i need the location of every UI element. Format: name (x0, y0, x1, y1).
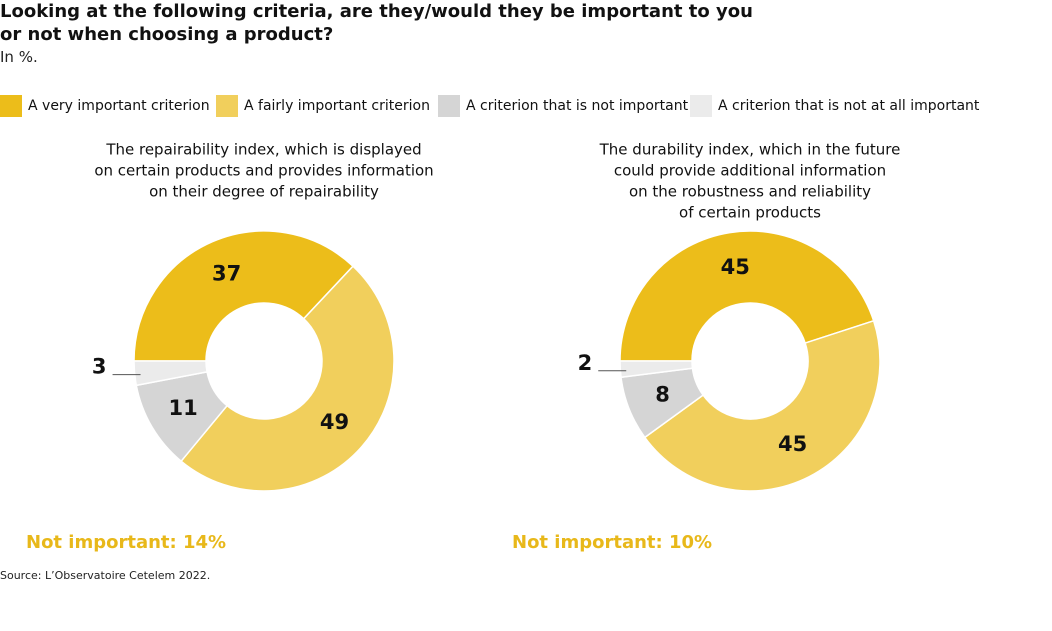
title: Looking at the following criteria, are t… (0, 1, 753, 45)
data-label: 3 (92, 355, 107, 379)
donut-segment (133, 360, 208, 387)
legend-swatch (438, 95, 460, 117)
data-label: 49 (320, 410, 349, 434)
chart-title: The durability index, which in the futur… (599, 141, 901, 159)
donut-segment (619, 360, 694, 379)
data-label: 8 (655, 383, 670, 407)
note: Not important: 14% (26, 532, 226, 553)
chart-title: on certain products and provides informa… (94, 162, 433, 180)
source: Source: L’Observatoire Cetelem 2022. (0, 569, 211, 582)
legend-label: A very important criterion (28, 98, 210, 114)
legend-swatch (216, 95, 238, 117)
chart-title: could provide additional information (614, 162, 886, 180)
chart-title: The repairability index, which is displa… (105, 141, 421, 159)
donut-segment (133, 230, 355, 362)
subtitle: In %. (0, 48, 38, 66)
chart-title: on their degree of repairability (149, 183, 379, 201)
legend-swatch (690, 95, 712, 117)
legend-swatch (0, 95, 22, 117)
data-label: 2 (578, 351, 593, 375)
chart-title: of certain products (679, 204, 821, 222)
data-label: 45 (721, 255, 750, 279)
note: Not important: 10% (512, 532, 712, 553)
data-label: 45 (778, 432, 807, 456)
data-label: 11 (168, 396, 197, 420)
legend-label: A criterion that is not at all important (718, 98, 980, 114)
legend-label: A criterion that is not important (466, 98, 689, 114)
data-label: 37 (212, 262, 241, 286)
donut-segment (619, 230, 875, 362)
donut-segment (643, 319, 881, 492)
legend-label: A fairly important criterion (244, 98, 430, 114)
chart-title: on the robustness and reliability (629, 183, 871, 201)
donut-segment (180, 265, 395, 492)
